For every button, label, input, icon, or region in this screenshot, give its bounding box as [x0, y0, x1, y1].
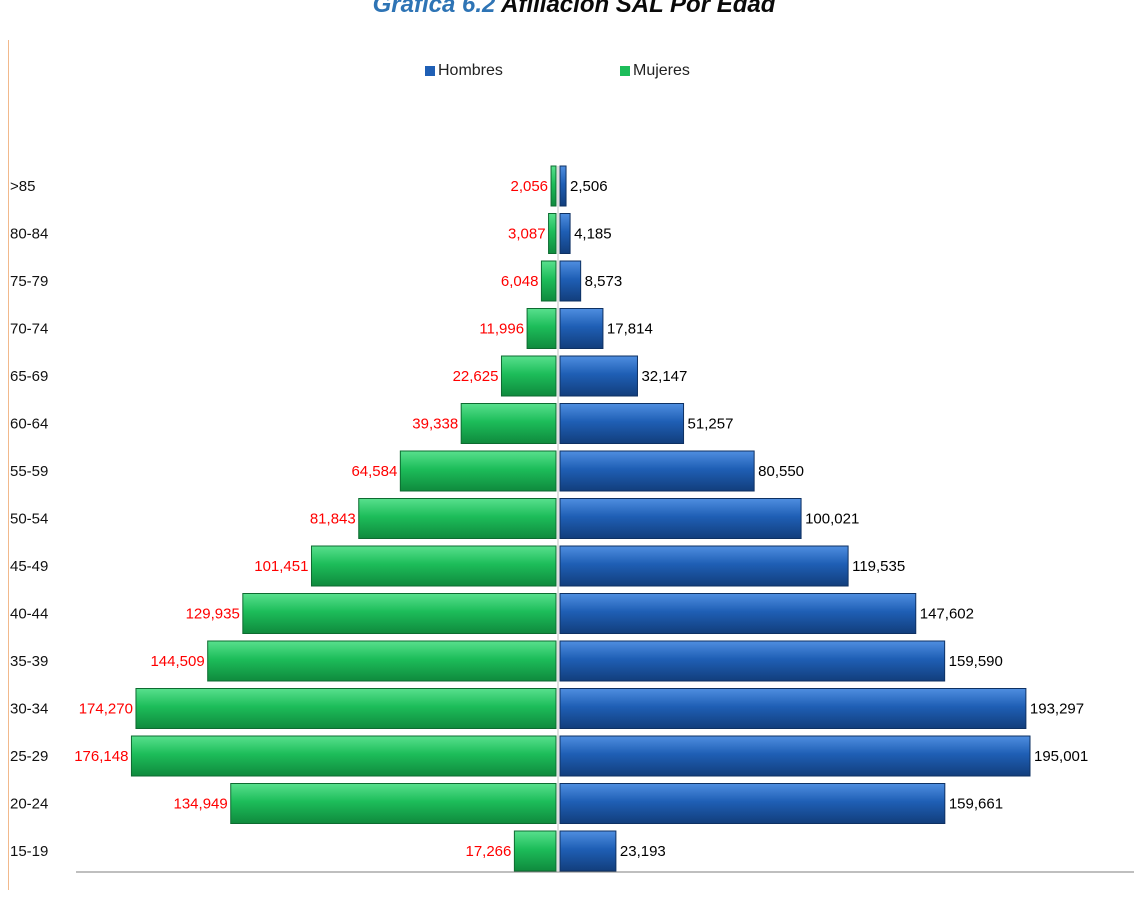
category-label: 15-19	[10, 843, 48, 860]
bar-mujeres	[135, 688, 557, 729]
bar-hombres	[559, 688, 1027, 729]
data-label-hombres: 51,257	[688, 416, 734, 433]
bar-mujeres	[460, 403, 557, 444]
bar-hombres	[559, 213, 571, 254]
category-label: 30-34	[10, 701, 48, 718]
data-label-mujeres: 2,056	[510, 178, 548, 195]
data-label-mujeres: 11,996	[479, 321, 524, 338]
data-label-mujeres: 129,935	[186, 606, 240, 623]
data-label-mujeres: 64,584	[351, 463, 397, 480]
bar-hombres	[559, 403, 685, 444]
bar-hombres	[559, 450, 755, 492]
bar-mujeres	[399, 450, 557, 492]
bar-mujeres	[207, 640, 557, 682]
bar-mujeres	[130, 735, 557, 777]
legend-label-mujeres: Mujeres	[633, 62, 690, 79]
legend-swatch-hombres	[425, 66, 435, 76]
data-label-hombres: 100,021	[805, 511, 859, 528]
chart-frame-line	[8, 40, 9, 890]
category-label: 45-49	[10, 558, 48, 575]
data-label-hombres: 80,550	[758, 463, 804, 480]
bar-hombres	[559, 593, 917, 634]
bar-hombres	[559, 640, 946, 682]
category-label: 20-24	[10, 796, 48, 813]
category-label: 65-69	[10, 368, 48, 385]
data-label-mujeres: 3,087	[508, 226, 546, 243]
bar-mujeres	[513, 830, 557, 872]
data-label-mujeres: 134,949	[174, 796, 228, 813]
chart-title: Gráfica 6.2 Afiliación SAL Por Edad	[0, 0, 1148, 19]
data-label-hombres: 193,297	[1030, 701, 1084, 718]
bar-hombres	[559, 735, 1031, 777]
data-label-hombres: 23,193	[620, 843, 666, 860]
data-label-hombres: 17,814	[607, 321, 653, 338]
data-label-hombres: 8,573	[585, 273, 623, 290]
bar-mujeres	[310, 545, 557, 587]
data-label-hombres: 147,602	[920, 606, 974, 623]
category-label: 50-54	[10, 511, 48, 528]
data-label-hombres: 32,147	[641, 368, 687, 385]
bar-hombres	[559, 355, 638, 397]
bar-mujeres	[230, 783, 557, 824]
category-label: 55-59	[10, 463, 48, 480]
category-label: >85	[10, 178, 35, 195]
data-label-mujeres: 39,338	[412, 416, 458, 433]
bar-mujeres	[500, 355, 557, 397]
legend-label-hombres: Hombres	[438, 62, 503, 79]
bar-hombres	[559, 498, 802, 539]
bar-hombres	[559, 783, 946, 824]
data-label-mujeres: 6,048	[501, 273, 539, 290]
data-label-mujeres: 174,270	[79, 701, 133, 718]
bar-mujeres	[358, 498, 557, 539]
category-label: 25-29	[10, 748, 48, 765]
data-label-mujeres: 144,509	[150, 653, 204, 670]
bar-hombres	[559, 260, 582, 302]
bar-mujeres	[526, 308, 557, 349]
bar-hombres	[559, 308, 604, 349]
chart-legend: Hombres Mujeres	[0, 62, 1148, 86]
data-label-hombres: 159,590	[949, 653, 1003, 670]
bar-hombres	[559, 545, 849, 587]
data-label-mujeres: 81,843	[310, 511, 356, 528]
bar-mujeres	[540, 260, 557, 302]
bar-mujeres	[548, 213, 557, 254]
category-label: 80-84	[10, 226, 48, 243]
legend-swatch-mujeres	[620, 66, 630, 76]
bar-mujeres	[242, 593, 557, 634]
data-label-mujeres: 17,266	[465, 843, 511, 860]
data-label-mujeres: 101,451	[254, 558, 308, 575]
category-label: 60-64	[10, 416, 48, 433]
data-label-hombres: 119,535	[852, 558, 905, 575]
legend-item-mujeres: Mujeres	[620, 62, 690, 80]
category-label: 70-74	[10, 321, 48, 338]
category-label: 35-39	[10, 653, 48, 670]
data-label-hombres: 4,185	[574, 226, 612, 243]
bar-hombres	[559, 830, 617, 872]
data-label-hombres: 2,506	[570, 178, 608, 195]
bar-mujeres	[550, 165, 557, 207]
chart-title-main: Afiliación SAL Por Edad	[495, 0, 776, 18]
legend-item-hombres: Hombres	[425, 62, 503, 80]
data-label-mujeres: 22,625	[453, 368, 499, 385]
data-label-hombres: 159,661	[949, 796, 1003, 813]
category-label: 75-79	[10, 273, 48, 290]
bar-hombres	[559, 165, 567, 207]
data-label-hombres: 195,001	[1034, 748, 1088, 765]
chart-title-prefix: Gráfica 6.2	[372, 0, 496, 18]
category-label: 40-44	[10, 606, 48, 623]
data-label-mujeres: 176,148	[74, 748, 128, 765]
